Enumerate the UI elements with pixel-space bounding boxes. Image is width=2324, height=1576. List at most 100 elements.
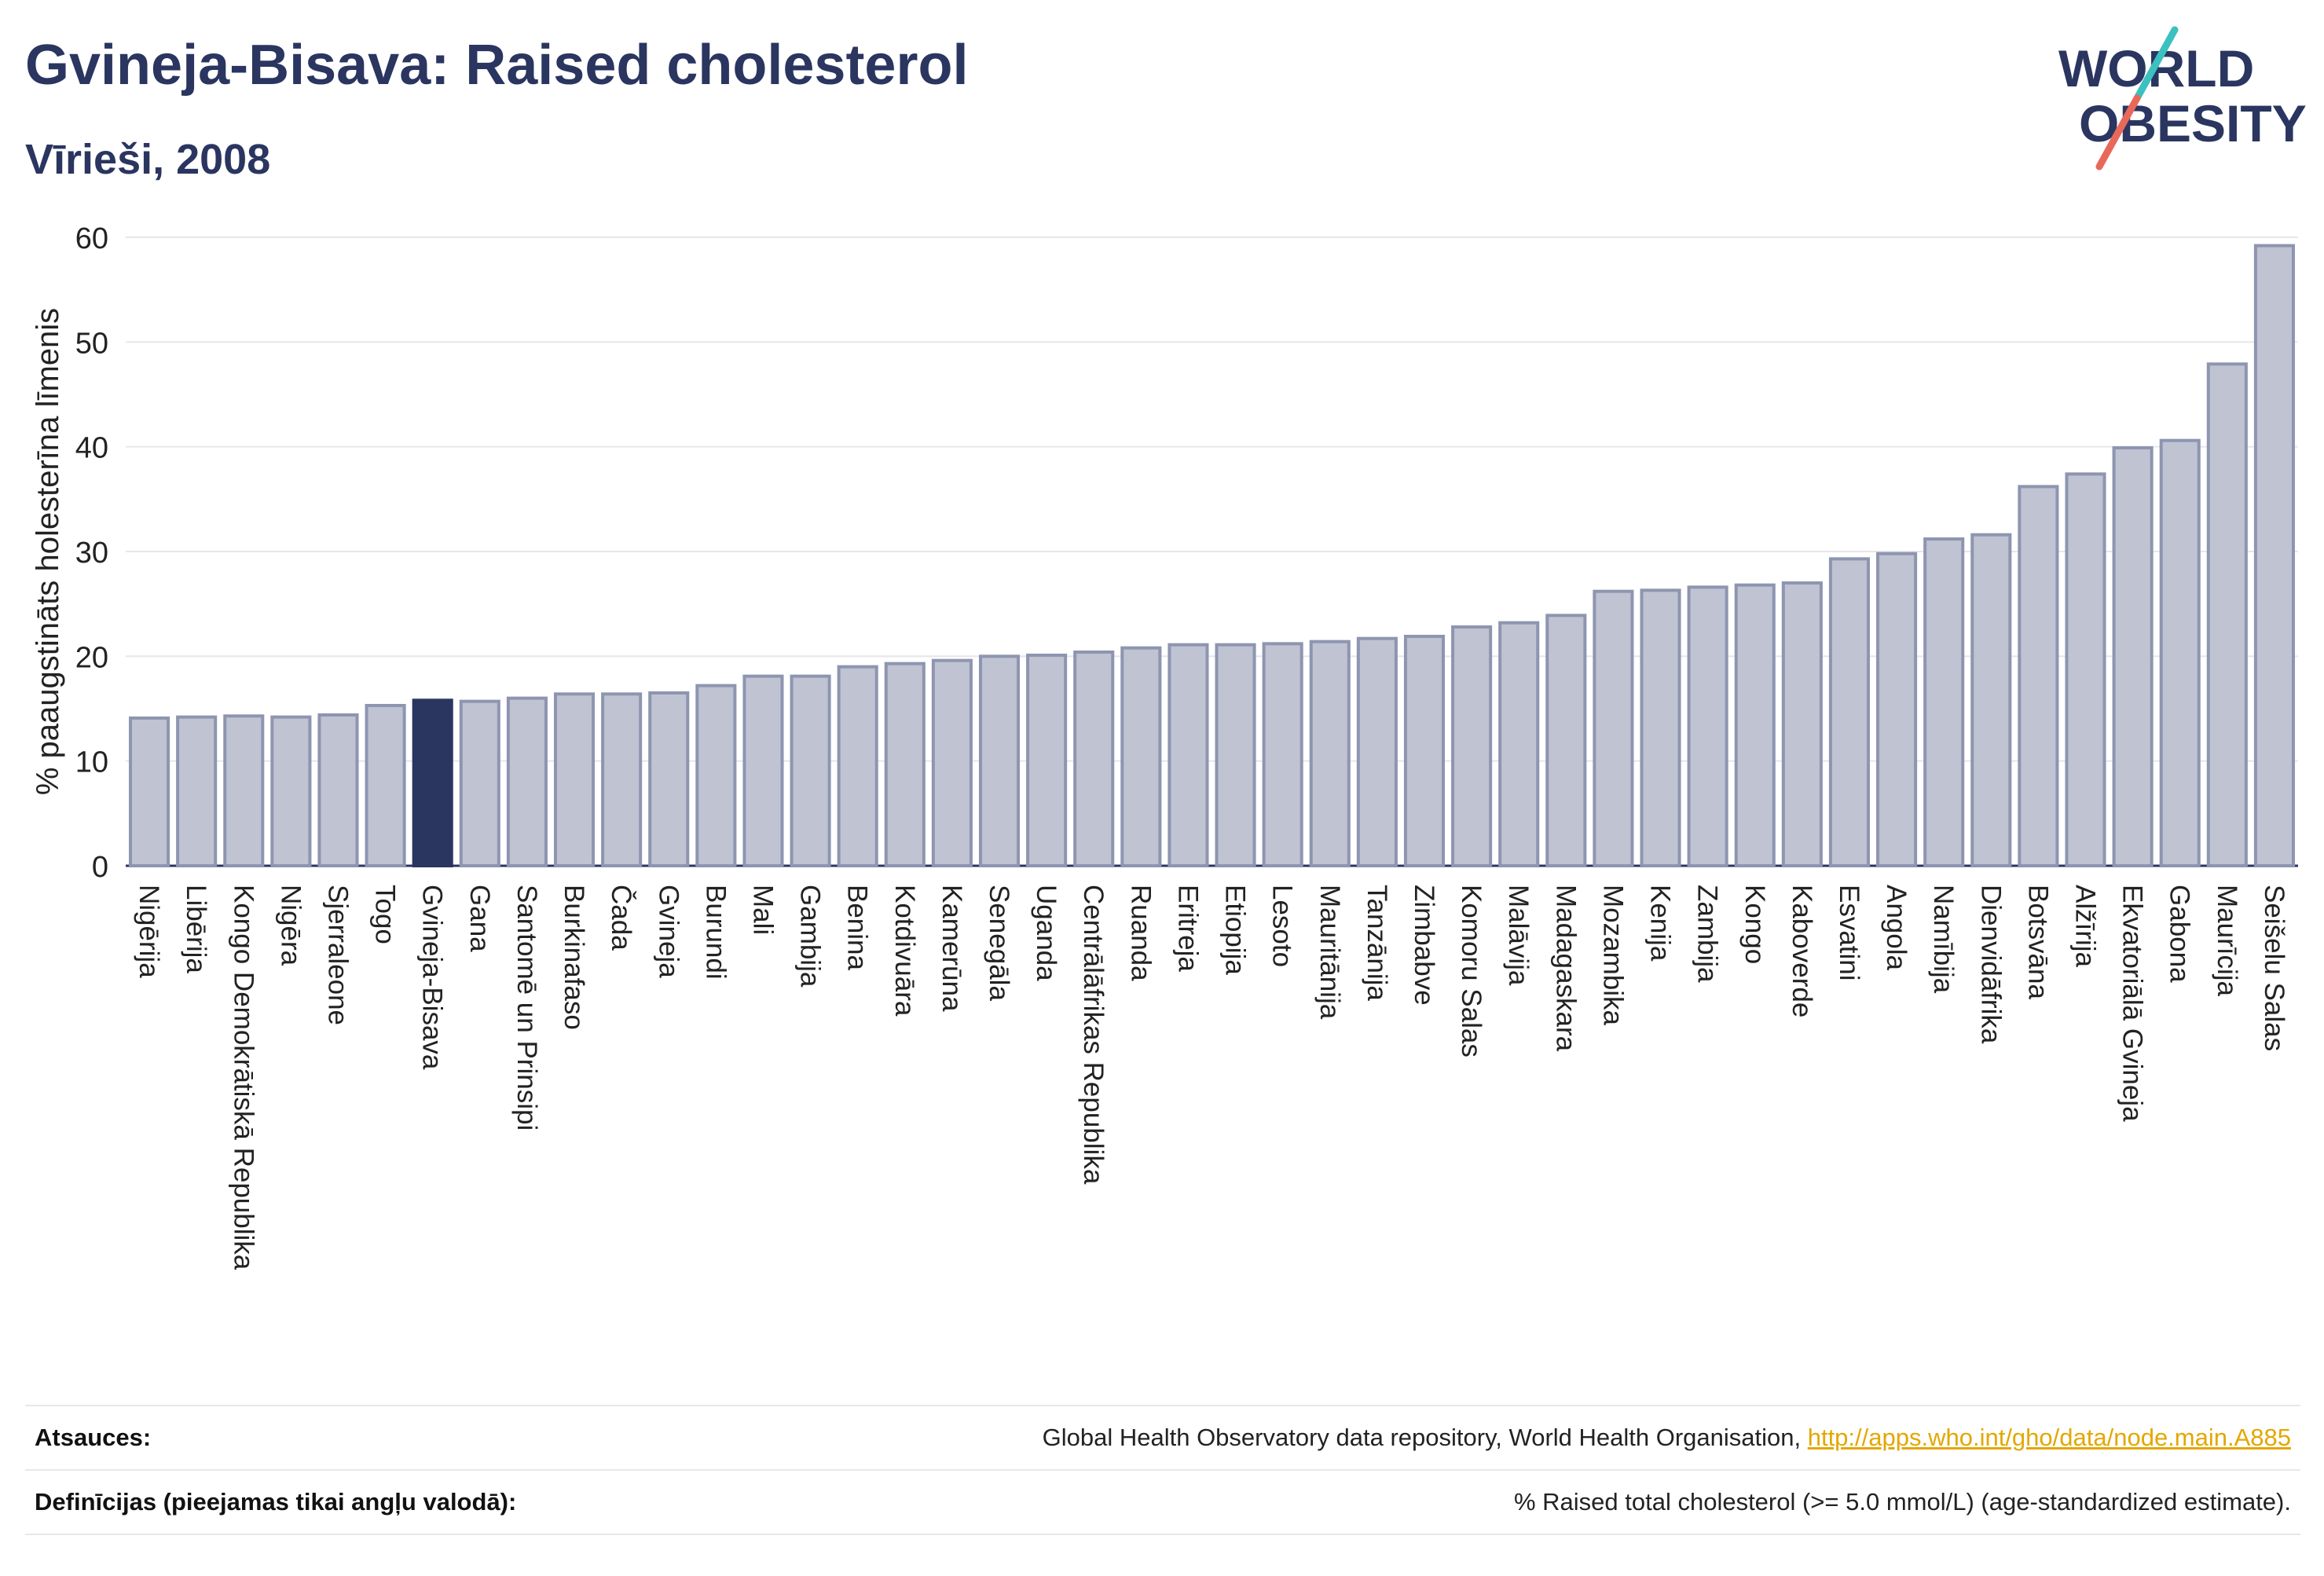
- bar: [1073, 651, 1115, 867]
- x-tick-label: Malāvija: [1503, 885, 1534, 986]
- bar: [884, 662, 926, 868]
- page-title: Gvineja-Bisava: Raised cholesterol: [25, 34, 969, 97]
- bar: [1593, 589, 1634, 867]
- definitions-label: Definīcijas (pieejamas tikai angļu valod…: [25, 1469, 670, 1535]
- bar: [223, 714, 265, 867]
- y-tick-labels: 0 10 20 30 40 50 60: [75, 222, 108, 884]
- bar: [1262, 642, 1303, 867]
- logo-slash-red: [2095, 94, 2141, 170]
- x-tick-label: Kenija: [1645, 885, 1676, 962]
- bar: [1876, 552, 1918, 867]
- bar: [1781, 581, 1823, 867]
- bar: [837, 665, 878, 868]
- bar: [601, 692, 643, 867]
- sources-table: Atsauces: Global Health Observatory data…: [25, 1405, 2300, 1535]
- x-tick-label: Dienvidāfrika: [1975, 885, 2006, 1044]
- x-tick-label: Komoru Salas: [1456, 885, 1486, 1057]
- x-tick-label: Libērija: [181, 885, 211, 973]
- x-tick-label: Zambija: [1692, 885, 1723, 983]
- x-tick-label: Etiopija: [1220, 885, 1251, 975]
- bar: [506, 696, 548, 868]
- y-tick-label: 20: [75, 641, 108, 674]
- bars: [129, 244, 2295, 868]
- x-tick-label: Ruanda: [1125, 885, 1156, 981]
- bar: [1640, 588, 1681, 867]
- bar: [365, 704, 406, 867]
- bar: [1026, 654, 1068, 867]
- x-tick-label: Botsvāna: [2022, 885, 2053, 999]
- sources-label: Atsauces:: [25, 1405, 670, 1470]
- x-tick-label: Čada: [606, 885, 636, 951]
- x-tick-label: Santomē un Prinsipi: [511, 885, 542, 1131]
- x-tick-label: Madagaskara: [1550, 885, 1581, 1052]
- x-tick-label: Angola: [1881, 885, 1912, 971]
- x-tick-label: Lesoto: [1267, 885, 1298, 967]
- x-tick-label: Alžīrija: [2070, 885, 2101, 968]
- bar-chart: 0 10 20 30 40 50 60 Nigērija Libērija Kongo Demo…: [31, 222, 2298, 1270]
- bar: [2253, 244, 2295, 867]
- definitions-row: Definīcijas (pieejamas tikai angļu valod…: [25, 1469, 2300, 1535]
- bar: [1309, 640, 1351, 868]
- x-tick-label: Ekvatoriālā Gvineja: [2117, 885, 2148, 1122]
- x-tick-label: Burundi: [700, 885, 731, 980]
- bar: [1970, 533, 2012, 867]
- page-subtitle: Vīrieši, 2008: [25, 136, 271, 183]
- bar: [2159, 438, 2201, 867]
- bar: [2018, 485, 2059, 867]
- bar: [931, 658, 973, 868]
- bar: [1403, 635, 1446, 867]
- logo-line-2: OBESITY: [2079, 94, 2307, 152]
- x-tick-label: Senegāla: [984, 885, 1014, 1001]
- x-tick-label: Gabona: [2165, 885, 2195, 983]
- y-tick-label: 10: [75, 746, 108, 779]
- x-tick-label: Kaboverde: [1787, 885, 1817, 1017]
- sources-text: Global Health Observatory data repositor…: [1042, 1424, 1808, 1451]
- bar: [1734, 583, 1776, 867]
- logo-slash-teal: [2133, 26, 2179, 102]
- x-tick-label: Kongo: [1739, 885, 1770, 964]
- bar: [412, 698, 453, 867]
- bar: [1167, 643, 1209, 868]
- y-axis-label: % paaugstināts holesterīna līmenis: [31, 308, 65, 795]
- world-obesity-logo: WORLD OBESITY: [2058, 26, 2307, 170]
- definitions-text: % Raised total cholesterol (>= 5.0 mmol/…: [669, 1469, 2300, 1535]
- bar: [1215, 643, 1256, 868]
- x-tick-label: Nigēra: [275, 885, 306, 966]
- x-tick-label: Gana: [464, 885, 495, 952]
- bar: [695, 684, 737, 868]
- x-tick-label: Esvatini: [1834, 885, 1864, 981]
- y-tick-label: 0: [92, 851, 108, 884]
- bar: [270, 715, 312, 868]
- x-tick-label: Maurīcija: [2212, 885, 2242, 997]
- y-tick-label: 60: [75, 222, 108, 255]
- x-tick-label: Zimbabve: [1409, 885, 1439, 1006]
- x-tick-label: Uganda: [1031, 885, 1061, 981]
- bar: [1687, 585, 1728, 867]
- bar: [1498, 621, 1540, 868]
- x-tick-label: Kamerūna: [937, 885, 967, 1012]
- bar: [317, 713, 359, 867]
- x-tick-label: Eritreja: [1172, 885, 1203, 972]
- x-tick-label: Gvineja-Bisava: [417, 885, 448, 1070]
- bar: [1451, 625, 1493, 867]
- bar: [176, 715, 218, 868]
- sources-link[interactable]: http://apps.who.int/gho/data/node.main.A…: [1807, 1424, 2291, 1451]
- sources-value: Global Health Observatory data repositor…: [669, 1405, 2300, 1470]
- bar: [1923, 537, 1965, 867]
- bar: [648, 691, 690, 867]
- y-tick-label: 40: [75, 432, 108, 465]
- bar: [1545, 614, 1587, 867]
- bar: [1120, 646, 1162, 868]
- bar: [129, 717, 170, 867]
- bar: [1356, 636, 1398, 868]
- bar: [553, 692, 596, 867]
- bar: [2206, 362, 2248, 868]
- x-tick-label: Mozambika: [1597, 885, 1628, 1025]
- x-tick-label: Seišelu Salas: [2259, 885, 2289, 1051]
- bar: [978, 654, 1021, 867]
- bar: [1828, 557, 1871, 867]
- x-tick-label: Mauritānija: [1314, 885, 1345, 1020]
- x-tick-label: Togo: [370, 885, 401, 944]
- y-tick-label: 50: [75, 327, 108, 360]
- x-tick-labels: Nigērija Libērija Kongo Demokrātiskā Repub…: [134, 885, 2289, 1270]
